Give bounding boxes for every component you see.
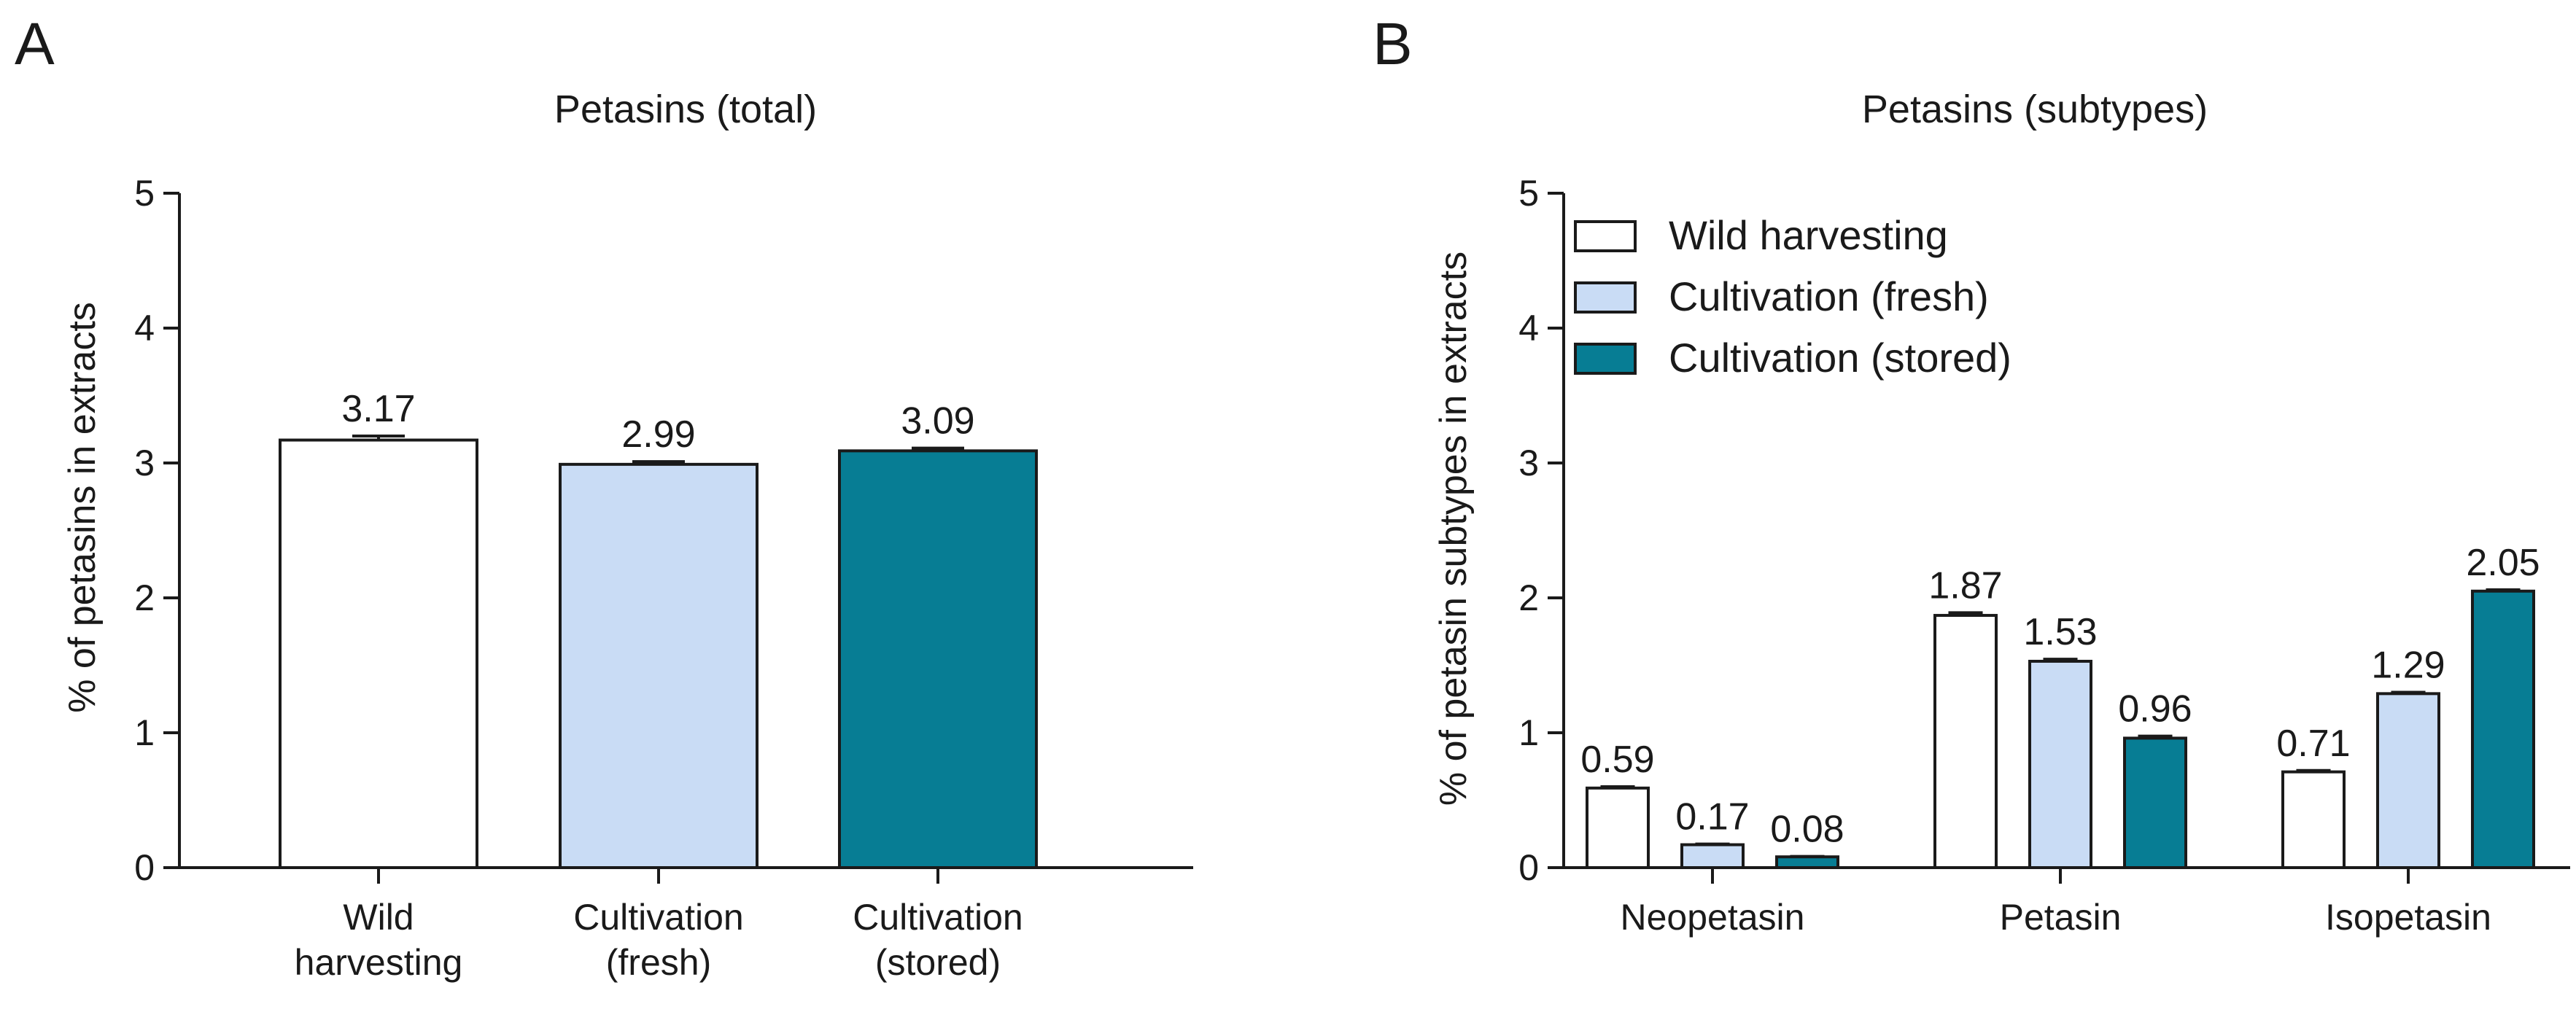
panel-b-bar xyxy=(1586,786,1650,869)
panel-b-y-tick-label: 0 xyxy=(1518,847,1539,888)
panel-a: A Petasins (total) % of petasins in extr… xyxy=(15,11,1193,983)
legend-swatch xyxy=(1574,220,1637,252)
panel-b: B Petasins (subtypes) % of petasin subty… xyxy=(1373,11,2570,938)
panel-a-x-tick-label: (fresh) xyxy=(606,942,711,983)
panel-b-bar xyxy=(2123,736,2187,870)
panel-a-x-tick-label: Wild xyxy=(343,897,414,938)
panel-b-bar xyxy=(1680,843,1745,870)
panel-b-bar xyxy=(2028,659,2092,869)
panel-b-x-tick-label: Isopetasin xyxy=(2325,897,2491,938)
panel-b-y-tick-label: 2 xyxy=(1518,577,1539,618)
panel-b-bar xyxy=(2376,692,2440,869)
panel-b-value-label: 0.71 xyxy=(2276,723,2350,765)
panel-b-value-label: 0.17 xyxy=(1675,796,1749,838)
panel-a-y-tick-label: 3 xyxy=(134,443,155,483)
panel-b-value-label: 2.05 xyxy=(2466,542,2540,584)
panel-b-x-tick-label: Neopetasin xyxy=(1621,897,1805,938)
panel-a-letter: A xyxy=(15,11,55,77)
panel-a-bar xyxy=(559,462,759,869)
panel-b-x-tick-label: Petasin xyxy=(2000,897,2122,938)
panel-b-value-label: 1.53 xyxy=(2023,611,2097,653)
panel-a-y-tick-label: 5 xyxy=(134,173,155,214)
panel-b-value-label: 0.96 xyxy=(2118,688,2192,731)
panel-b-y-axis-label: % of petasin subtypes in extracts xyxy=(1432,252,1475,806)
panel-b-y-tick-label: 5 xyxy=(1518,173,1539,214)
panel-b-y-tick-label: 1 xyxy=(1518,712,1539,753)
legend-swatch xyxy=(1574,281,1637,314)
panel-a-bar xyxy=(279,438,478,869)
legend-label: Wild harvesting xyxy=(1669,212,1948,258)
panel-b-value-label: 1.29 xyxy=(2371,645,2445,687)
panel-a-y-tick-label: 4 xyxy=(134,308,155,349)
panel-b-value-label: 0.59 xyxy=(1580,739,1654,781)
panel-a-y-axis-label: % of petasins in extracts xyxy=(61,302,104,713)
panel-a-title: Petasins (total) xyxy=(554,87,817,131)
panel-b-y-tick-label: 4 xyxy=(1518,308,1539,349)
panel-a-x-tick-label: (stored) xyxy=(875,942,1001,983)
panel-b-bar xyxy=(2471,589,2535,869)
panel-b-letter: B xyxy=(1373,11,1413,77)
panel-a-y-tick-label: 0 xyxy=(134,847,155,888)
panel-b-bar xyxy=(1775,855,1839,869)
panel-a-x-tick-label: Cultivation xyxy=(573,897,743,938)
panel-a-bar xyxy=(838,449,1038,869)
panel-a-x-tick-label: Cultivation xyxy=(853,897,1023,938)
legend-swatch xyxy=(1574,343,1637,375)
panel-a-y-tick-label: 2 xyxy=(134,577,155,618)
panel-b-plot-area: 0 1 2 3 4 5 0.59 0.17 0.08 Neopetasin 1.87 1.53 0.96… xyxy=(1518,173,2570,938)
panel-a-x-tick-label: harvesting xyxy=(295,942,463,983)
legend-label: Cultivation (fresh) xyxy=(1669,273,1989,319)
panel-b-bar xyxy=(1933,614,1998,869)
panel-b-title: Petasins (subtypes) xyxy=(1862,87,2208,131)
panel-a-value-label: 3.17 xyxy=(341,388,415,430)
panel-a-plot-area: 0123453.17Wildharvesting2.99Cultivation(… xyxy=(134,173,1193,983)
panel-b-value-label: 0.08 xyxy=(1770,809,1844,851)
panel-b-value-label: 1.87 xyxy=(1928,564,2002,607)
panel-b-legend: Wild harvesting Cultivation (fresh) Cultiv… xyxy=(1574,212,2011,381)
panel-a-y-tick-label: 1 xyxy=(134,712,155,753)
panel-a-value-label: 2.99 xyxy=(621,413,695,456)
panel-a-value-label: 3.09 xyxy=(901,400,974,443)
panel-b-bar xyxy=(2281,770,2346,870)
panel-b-y-tick-label: 3 xyxy=(1518,443,1539,483)
legend-label: Cultivation (stored) xyxy=(1669,335,2011,381)
